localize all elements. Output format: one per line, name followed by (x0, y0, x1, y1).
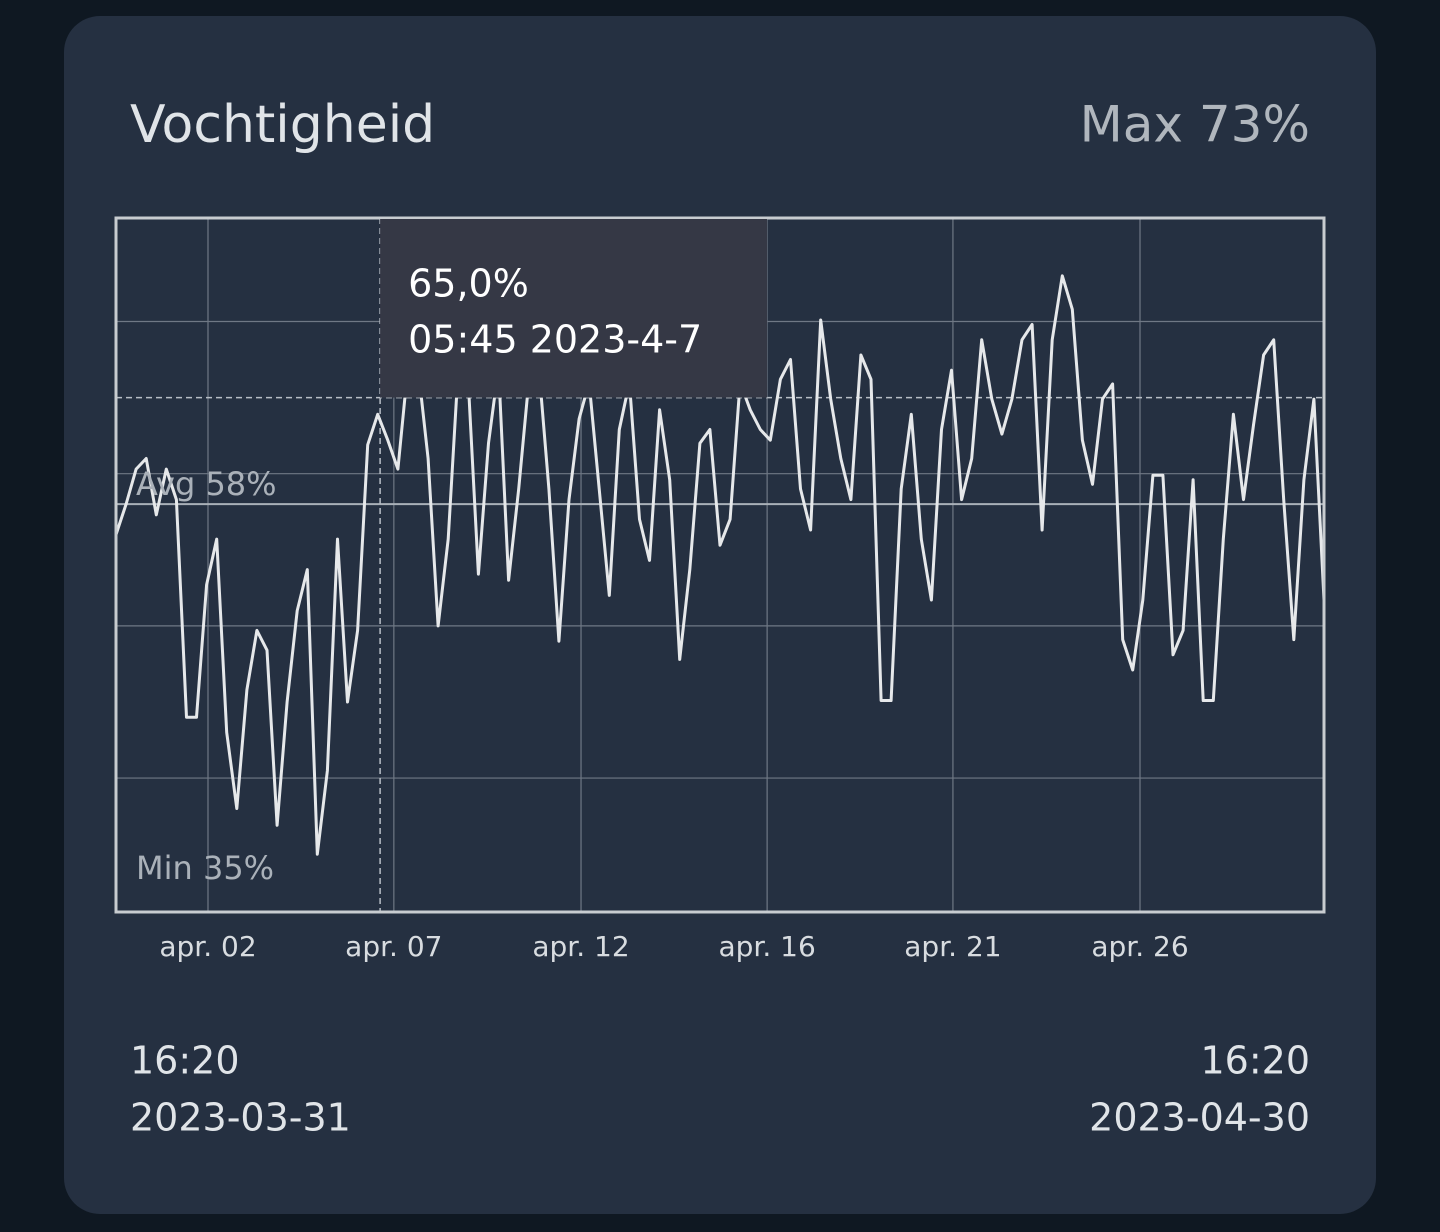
tooltip-time: 05:45 2023-4-7 (408, 318, 702, 362)
tooltip-box (380, 219, 768, 398)
plot: apr. 02 apr. 07 apr. 12 apr. 16 apr. 21 apr. … (114, 216, 1326, 963)
end-time: 16:20 (1200, 1039, 1310, 1083)
x-tick-label: apr. 26 (1091, 930, 1188, 963)
end-date: 2023-04-30 (1089, 1096, 1310, 1140)
avg-label: Avg 58% (136, 465, 277, 503)
plot-frame (114, 216, 1326, 914)
humidity-line (114, 274, 1326, 856)
card-title: Vochtigheid (130, 95, 435, 155)
x-tick-label: apr. 07 (345, 930, 442, 963)
max-label: Max 73% (1080, 96, 1310, 154)
x-tick-label: apr. 12 (532, 930, 629, 963)
x-tick-label: apr. 16 (718, 930, 815, 963)
card (64, 16, 1376, 1214)
x-tick-label: apr. 02 (159, 930, 256, 963)
x-tick-label: apr. 21 (904, 930, 1001, 963)
tooltip-value: 65,0% (408, 262, 529, 306)
start-time: 16:20 (130, 1039, 240, 1083)
min-label: Min 35% (136, 849, 274, 887)
start-date: 2023-03-31 (130, 1096, 351, 1140)
